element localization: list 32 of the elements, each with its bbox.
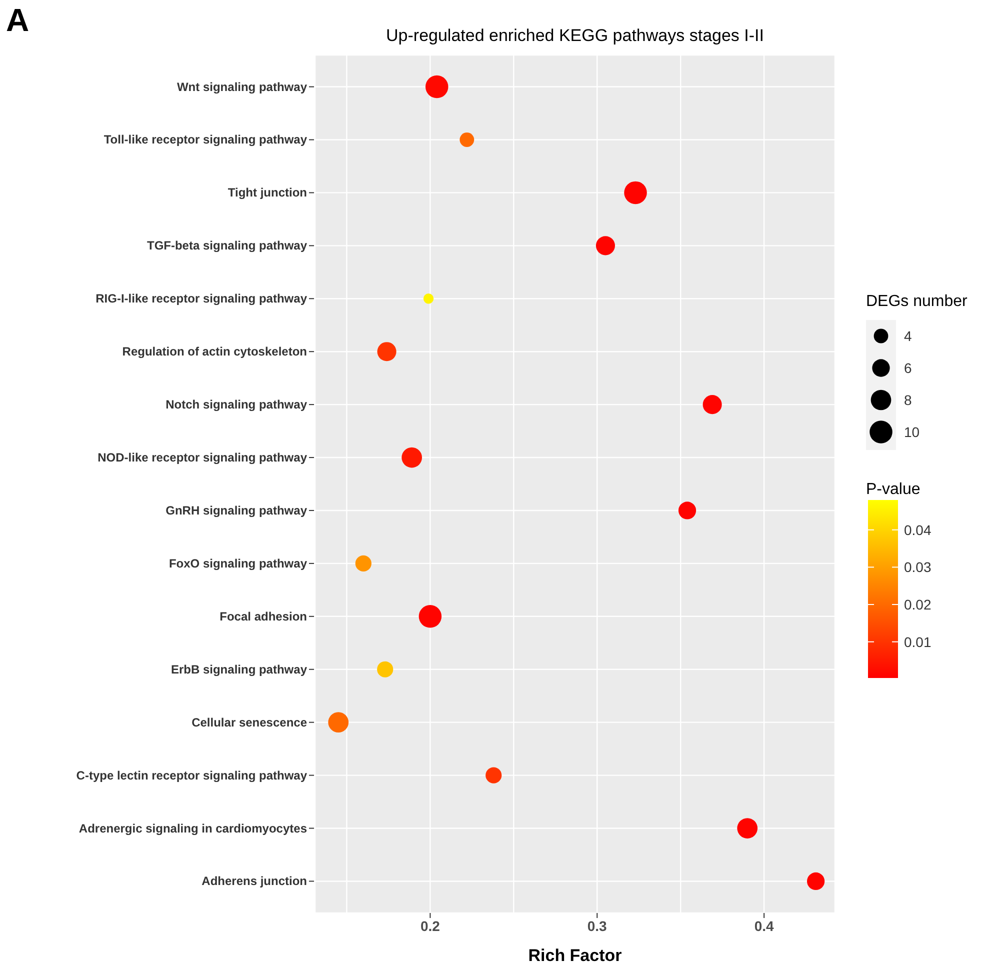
color-bar-title: P-value: [866, 481, 920, 498]
color-bar-label: 0.04: [904, 522, 932, 538]
x-tick-label: 0.2: [420, 918, 440, 934]
x-axis-title: Rich Factor: [528, 946, 622, 965]
y-tick-label: C-type lectin receptor signaling pathway: [76, 768, 308, 782]
y-tick-label: TGF-beta signaling pathway: [146, 238, 308, 253]
y-tick-label: NOD-like receptor signaling pathway: [98, 450, 308, 465]
color-bar-label: 0.03: [904, 559, 932, 576]
y-tick-label: Adherens junction: [202, 874, 307, 888]
legend-label: 10: [904, 424, 920, 440]
y-tick-label: Focal adhesion: [220, 609, 307, 624]
y-tick-label: Tight junction: [228, 186, 307, 200]
legend-title: DEGs number: [866, 293, 968, 310]
y-tick-label: Regulation of actin cytoskeleton: [122, 344, 307, 359]
y-tick-label: Notch signaling pathway: [166, 398, 308, 412]
y-tick-label: ErbB signaling pathway: [170, 662, 308, 676]
y-tick-label: Cellular senescence: [192, 715, 308, 730]
y-tick-label: FoxO signaling pathway: [168, 556, 308, 570]
color-bar-label: 0.01: [904, 634, 932, 650]
y-tick-label: RIG-I-like receptor signaling pathway: [96, 292, 308, 306]
y-tick-label: Wnt signaling pathway: [176, 80, 308, 94]
y-tick-label: Adrenergic signaling in cardiomyocytes: [78, 821, 308, 836]
legend-label: 6: [904, 360, 912, 376]
text: A: [6, 2, 30, 39]
chart-title: Up-regulated enriched KEGG pathways stages I-II: [385, 26, 765, 46]
y-tick-label: Toll-like receptor signaling pathway: [104, 132, 308, 147]
legend-label: 8: [904, 392, 912, 408]
color-bar-label: 0.02: [904, 596, 932, 612]
x-tick-label: 0.3: [587, 918, 608, 934]
legend-label: 4: [904, 328, 912, 344]
x-tick-label: 0.4: [754, 918, 774, 934]
y-tick-label: GnRH signaling pathway: [166, 503, 308, 518]
